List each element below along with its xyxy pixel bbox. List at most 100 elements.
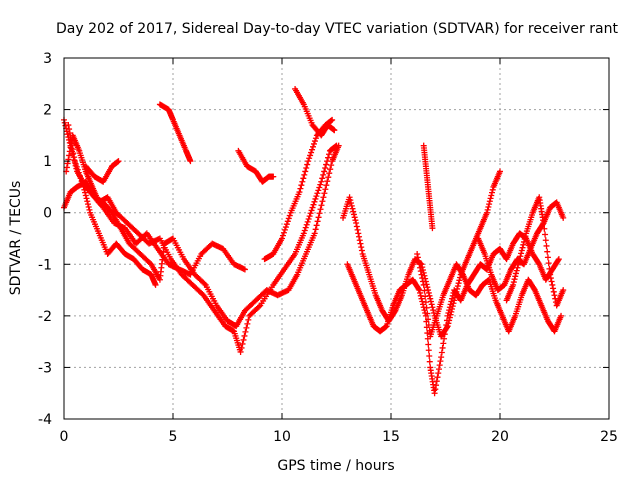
data-point: [549, 281, 556, 288]
data-point: [301, 171, 308, 178]
data-point: [350, 211, 357, 218]
data-point: [314, 190, 321, 197]
data-point: [255, 303, 262, 310]
data-point: [443, 317, 450, 324]
series-track-d: [65, 122, 159, 288]
y-tick-label: 1: [43, 154, 52, 170]
data-point: [347, 197, 354, 204]
data-point: [455, 280, 462, 287]
data-point: [422, 299, 429, 306]
data-point: [71, 154, 78, 161]
data-point: [486, 201, 493, 208]
data-point: [242, 328, 249, 335]
data-point: [517, 253, 524, 260]
data-point: [357, 240, 364, 247]
data-point: [306, 155, 313, 162]
y-tick-label: -4: [38, 412, 52, 428]
data-point: [448, 298, 455, 305]
data-point: [245, 316, 252, 323]
data-point: [444, 312, 451, 319]
data-point: [442, 326, 449, 333]
data-point: [65, 122, 72, 129]
data-point: [543, 242, 550, 249]
data-point: [285, 215, 292, 222]
data-point: [550, 288, 557, 295]
data-point: [331, 127, 338, 134]
data-point: [280, 229, 287, 236]
data-point: [324, 178, 331, 185]
data-point: [438, 349, 445, 356]
data-marks: [61, 85, 567, 397]
data-point: [66, 152, 73, 159]
data-point: [61, 119, 68, 126]
data-point: [416, 261, 423, 268]
series-track-f: [156, 101, 194, 165]
data-point: [426, 358, 433, 365]
data-point: [435, 370, 442, 377]
data-point: [201, 280, 208, 287]
series-track-m: [420, 142, 436, 232]
data-point: [241, 332, 248, 339]
data-point: [326, 170, 333, 177]
data-point: [320, 194, 327, 201]
data-point: [78, 178, 85, 185]
data-point: [187, 158, 194, 165]
data-point: [441, 331, 448, 338]
data-point: [316, 210, 323, 217]
data-point: [66, 126, 73, 133]
data-point: [305, 158, 312, 165]
data-point: [77, 175, 84, 182]
data-point: [239, 340, 246, 347]
data-point: [281, 226, 288, 233]
data-point: [418, 295, 425, 302]
data-point: [555, 256, 562, 263]
data-point: [424, 310, 431, 317]
data-point: [512, 273, 519, 280]
data-point: [68, 142, 75, 149]
data-point: [284, 218, 291, 225]
data-point: [307, 152, 314, 159]
y-tick-label: -2: [38, 309, 52, 325]
data-point: [427, 295, 434, 302]
data-point: [429, 304, 436, 311]
data-point: [356, 233, 363, 240]
data-point: [323, 161, 330, 168]
data-point: [417, 289, 424, 296]
data-point: [542, 237, 549, 244]
series-track-e: [82, 158, 122, 185]
data-point: [80, 183, 87, 190]
data-point: [441, 335, 448, 342]
data-point: [515, 258, 522, 265]
data-point: [548, 278, 555, 285]
data-point: [435, 366, 442, 373]
data-point: [356, 237, 363, 244]
data-point: [84, 198, 91, 205]
data-point: [312, 226, 319, 233]
data-point: [550, 285, 557, 292]
data-point: [415, 285, 422, 292]
data-point: [311, 230, 318, 237]
data-point: [352, 217, 359, 224]
data-point: [414, 250, 421, 257]
data-point: [436, 362, 443, 369]
data-point: [487, 195, 494, 202]
data-point: [73, 163, 80, 170]
data-point: [66, 130, 73, 137]
data-point: [69, 146, 76, 153]
series-track-n: [475, 199, 567, 294]
data-point: [555, 257, 562, 264]
data-point: [311, 198, 318, 205]
data-point: [327, 166, 334, 173]
data-point: [424, 284, 431, 291]
data-point: [540, 220, 547, 227]
data-point: [547, 275, 554, 282]
data-point: [296, 189, 303, 196]
x-tick-labels: 0 5 10 15 20 25: [60, 429, 618, 445]
data-point: [513, 267, 520, 274]
data-point: [350, 208, 357, 215]
data-point: [516, 256, 523, 263]
data-point: [325, 174, 332, 181]
y-tick-label: 3: [43, 51, 52, 67]
data-point: [323, 182, 330, 189]
